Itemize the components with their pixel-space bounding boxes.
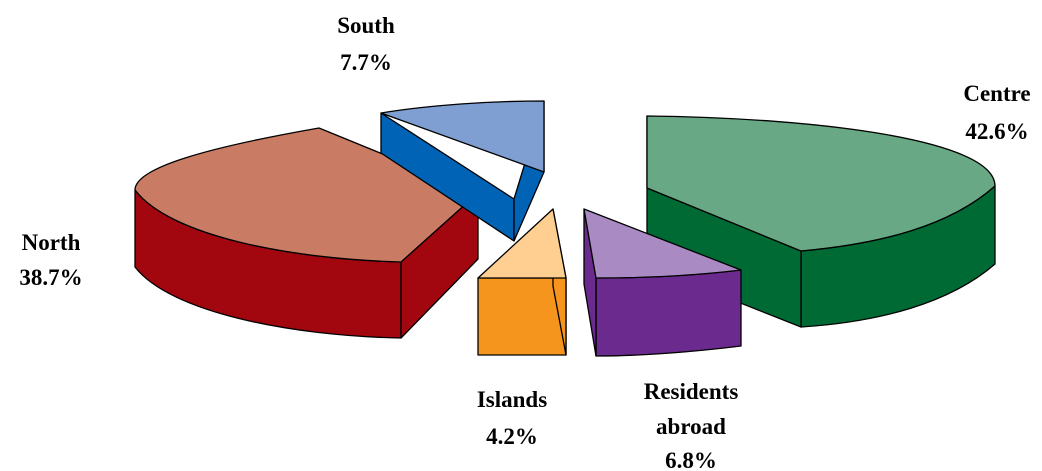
pie-slice-north bbox=[134, 127, 479, 339]
pie-slice-centre bbox=[646, 115, 996, 328]
pie-slice-residents-abroad bbox=[583, 208, 742, 357]
pie-slice-south bbox=[380, 100, 545, 242]
slice-islands-side-front bbox=[477, 277, 567, 356]
slice-label-residents-abroad-value: 6.8% bbox=[665, 448, 717, 471]
slice-label-centre-value: 42.6% bbox=[965, 119, 1028, 144]
slice-label-centre-name: Centre bbox=[963, 81, 1030, 106]
slice-south-top bbox=[380, 100, 545, 173]
slice-label-north-name: North bbox=[22, 230, 81, 255]
slice-label-islands-value: 4.2% bbox=[486, 424, 538, 449]
slice-residents-abroad-top bbox=[583, 208, 742, 279]
slice-label-residents-abroad-name-line2: abroad bbox=[656, 414, 726, 439]
pie-slice-islands bbox=[477, 208, 567, 356]
slice-label-south: South 7.7% bbox=[337, 13, 395, 75]
slice-north-top bbox=[134, 127, 479, 263]
slice-label-centre: Centre 42.6% bbox=[963, 81, 1030, 144]
slice-label-residents-abroad-name-line1: Residents bbox=[644, 379, 739, 404]
slice-residents-abroad-side-front bbox=[595, 269, 742, 357]
slice-islands-top bbox=[477, 208, 567, 279]
slice-label-islands: Islands 4.2% bbox=[477, 387, 547, 449]
slice-label-south-name: South bbox=[337, 13, 395, 38]
slice-label-south-value: 7.7% bbox=[340, 50, 392, 75]
slice-label-islands-name: Islands bbox=[477, 387, 547, 412]
slice-label-residents-abroad: Residents abroad 6.8% bbox=[644, 379, 739, 471]
slice-label-north-value: 38.7% bbox=[19, 265, 82, 290]
slice-label-north: North 38.7% bbox=[19, 230, 82, 290]
slice-centre-top bbox=[646, 115, 996, 252]
